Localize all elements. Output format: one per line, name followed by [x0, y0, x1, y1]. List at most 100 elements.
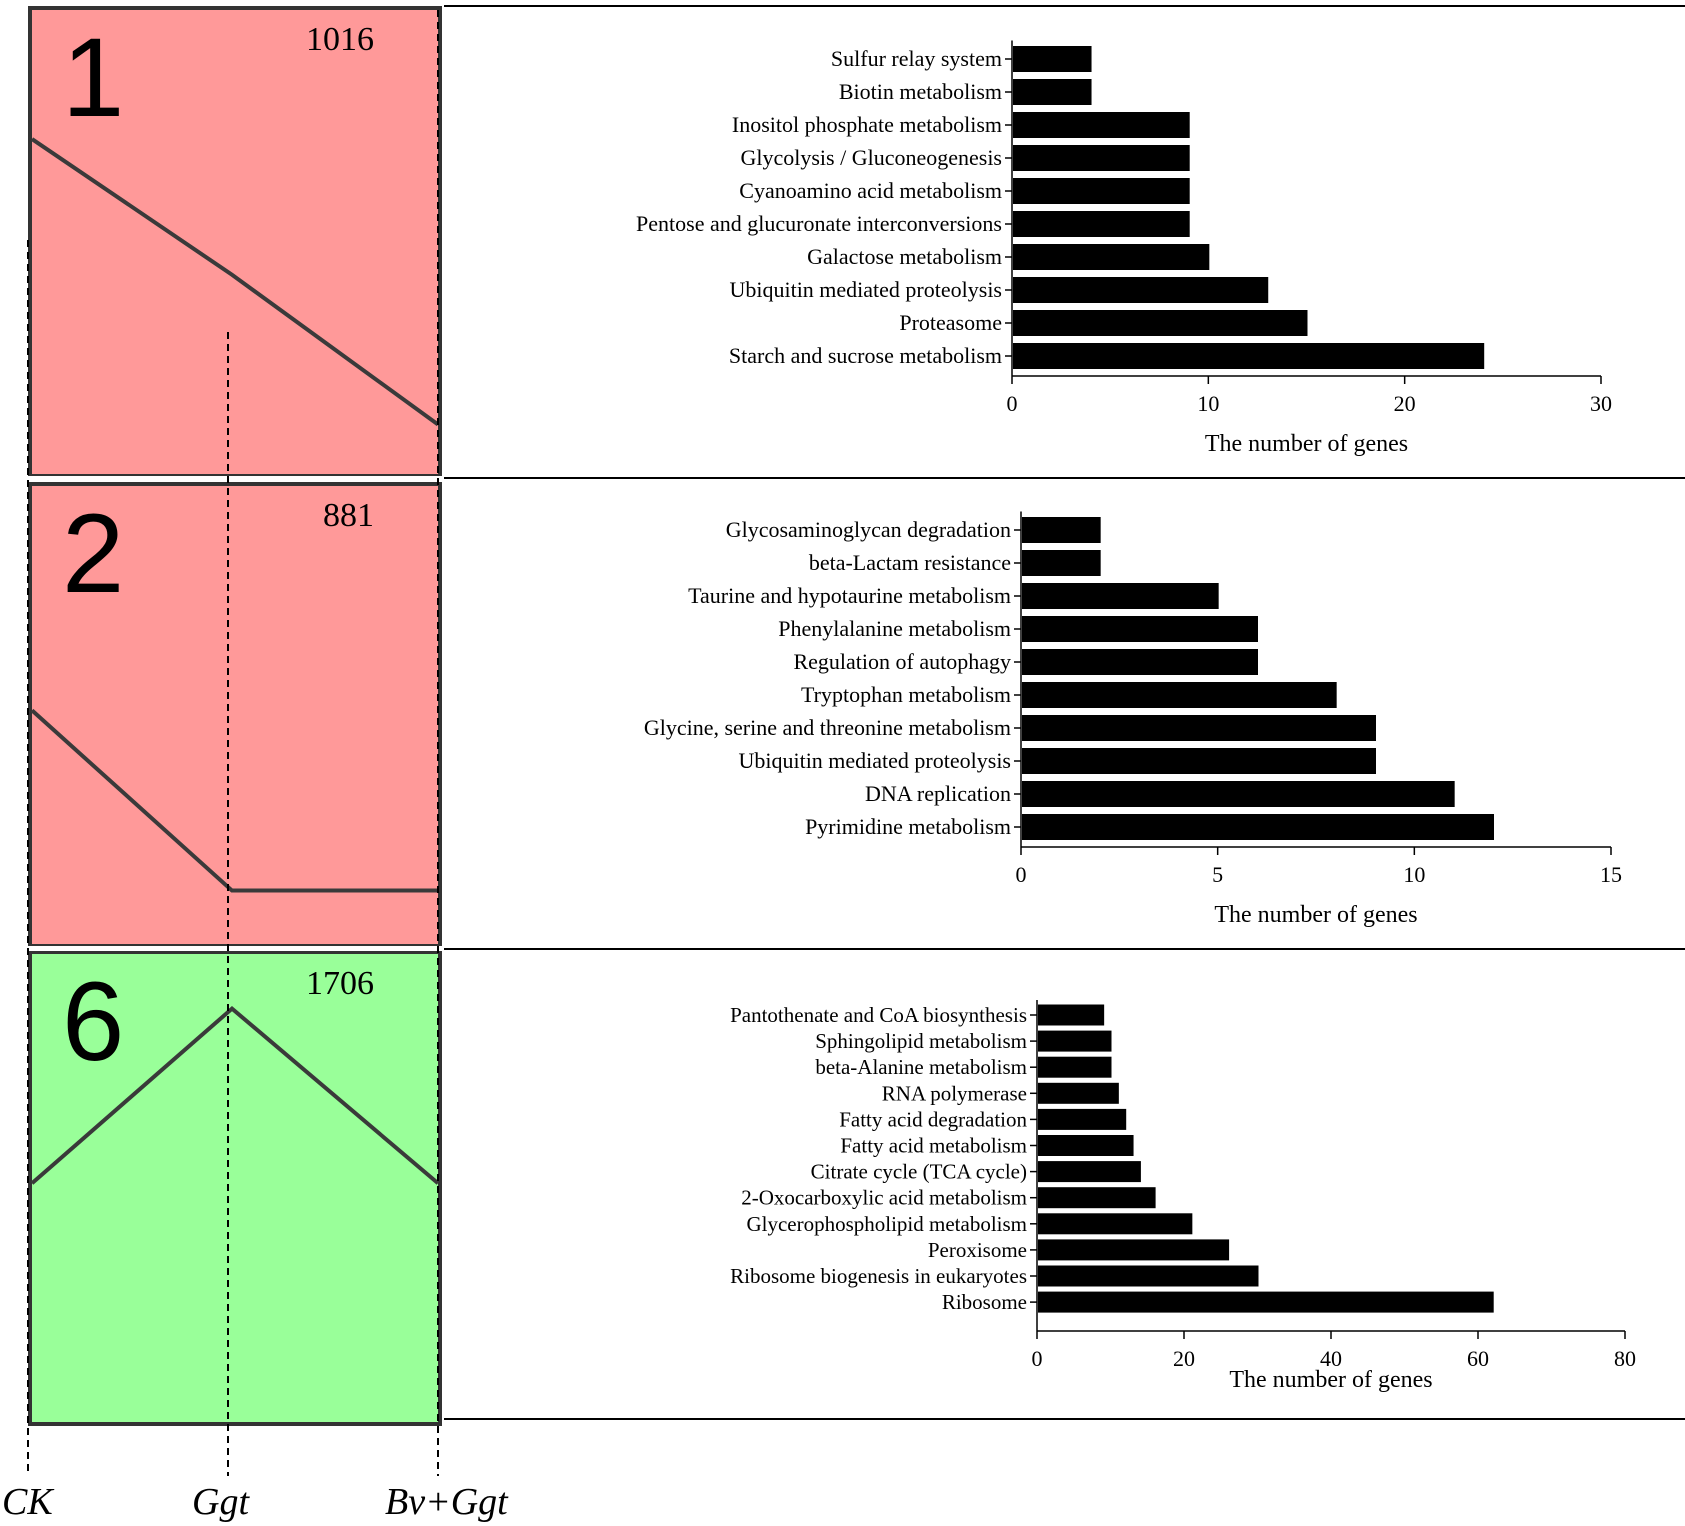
x-tick-label: 20 [1394, 391, 1416, 416]
x-tick-label: 40 [1320, 1346, 1342, 1371]
bar [1022, 814, 1494, 840]
category-label: RNA polymerase [882, 1081, 1027, 1105]
bar-chart-profile-2: Glycosaminoglycan degradation beta-Lactam… [644, 511, 1622, 928]
category-label: Citrate cycle (TCA cycle) [811, 1160, 1027, 1184]
category-label: Glycolysis / Gluconeogenesis [740, 145, 1002, 170]
category-label: 2-Oxocarboxylic acid metabolism [741, 1186, 1027, 1210]
panel-gap [26, 946, 446, 951]
category-label: Sphingolipid metabolism [815, 1029, 1027, 1053]
bar [1038, 1265, 1259, 1287]
x-tick-label: 15 [1600, 862, 1622, 887]
bar [1038, 1030, 1112, 1052]
bar [1013, 46, 1092, 72]
bar [1038, 1108, 1127, 1130]
category-label: Ubiquitin mediated proteolysis [738, 748, 1011, 773]
x-axis-title: The number of genes [1205, 431, 1408, 457]
x-tick-label: 80 [1614, 1346, 1636, 1371]
bar [1022, 748, 1376, 774]
category-label: beta-Lactam resistance [809, 550, 1011, 575]
category-label: Inositol phosphate metabolism [732, 112, 1002, 137]
bar [1022, 583, 1219, 609]
x-tick-label: 0 [1016, 862, 1027, 887]
profile-count-label: 1016 [306, 21, 374, 58]
bar [1022, 781, 1455, 807]
category-label: Cyanoamino acid metabolism [739, 178, 1002, 203]
profile-trend-line [30, 137, 440, 427]
category-label: Glycerophospholipid metabolism [746, 1212, 1027, 1236]
category-label: Fatty acid metabolism [840, 1134, 1027, 1158]
bar [1022, 715, 1376, 741]
x-tick-label: 10 [1197, 391, 1219, 416]
bar-chart-profile-6: Pantothenate and CoA biosynthesisSphingo… [730, 999, 1636, 1393]
category-label: Taurine and hypotaurine metabolism [688, 583, 1011, 608]
bar [1038, 1004, 1105, 1026]
x-axis-title: The number of genes [1229, 1367, 1432, 1393]
profile-box-6 [28, 950, 442, 1426]
bar [1013, 112, 1190, 138]
condition-label: Bv+Ggt [385, 1481, 509, 1523]
x-tick-label: 0 [1032, 1346, 1043, 1371]
profile-box-2 [28, 482, 442, 948]
bar [1038, 1161, 1141, 1183]
profile-count-label: 881 [323, 497, 374, 534]
bar [1013, 310, 1308, 336]
category-label: Peroxisome [928, 1238, 1027, 1262]
condition-label: CK [2, 1481, 54, 1523]
category-label: DNA replication [865, 781, 1011, 806]
bar [1038, 1239, 1230, 1261]
category-label: Glycine, serine and threonine metabolism [644, 715, 1011, 740]
x-tick-label: 60 [1467, 1346, 1489, 1371]
profile-count-label: 1706 [306, 965, 374, 1002]
bar [1013, 343, 1485, 369]
profile-trend-line [30, 708, 438, 893]
bar [1038, 1187, 1156, 1209]
x-tick-label: 5 [1212, 862, 1223, 887]
bar [1022, 616, 1258, 642]
profile-panel-1: 1 1016 [28, 6, 442, 478]
bar [1013, 244, 1210, 270]
category-label: Proteasome [899, 310, 1002, 335]
x-tick-label: 10 [1403, 862, 1425, 887]
bar [1022, 550, 1101, 576]
category-label: beta-Alanine metabolism [815, 1055, 1027, 1079]
profile-id-label: 6 [62, 959, 124, 1084]
bar [1022, 649, 1258, 675]
profile-box-1 [28, 6, 442, 478]
category-label: Pyrimidine metabolism [805, 814, 1011, 839]
category-label: Ribosome biogenesis in eukaryotes [730, 1264, 1027, 1288]
category-label: Starch and sucrose metabolism [729, 343, 1002, 368]
bar [1013, 79, 1092, 105]
x-tick-label: 20 [1173, 1346, 1195, 1371]
category-label: Glycosaminoglycan degradation [726, 517, 1011, 542]
x-tick-label: 0 [1007, 391, 1018, 416]
category-label: Biotin metabolism [839, 79, 1002, 104]
profile-id-label: 2 [62, 491, 124, 616]
bar [1038, 1082, 1119, 1104]
bar [1013, 277, 1269, 303]
category-label: Ribosome [942, 1290, 1027, 1314]
profile-id-label: 1 [62, 15, 124, 140]
category-label: Tryptophan metabolism [801, 682, 1011, 707]
bar [1038, 1213, 1193, 1235]
bar [1013, 211, 1190, 237]
category-label: Galactose metabolism [807, 244, 1002, 269]
x-axis-title: The number of genes [1214, 902, 1417, 928]
condition-label: Ggt [192, 1481, 250, 1523]
bar [1022, 517, 1101, 543]
bar [1038, 1056, 1112, 1078]
bar [1022, 682, 1337, 708]
panel-gap [26, 476, 446, 482]
bar [1013, 145, 1190, 171]
profile-trend-line [30, 1006, 440, 1185]
bar [1013, 178, 1190, 204]
profile-panel-2: 2 881 [28, 482, 442, 948]
profile-panel-6: 6 1706 [28, 950, 442, 1426]
category-label: Phenylalanine metabolism [778, 616, 1011, 641]
bar [1038, 1135, 1134, 1156]
bar [1038, 1291, 1494, 1313]
category-label: Pantothenate and CoA biosynthesis [730, 1003, 1027, 1027]
category-label: Sulfur relay system [831, 46, 1002, 71]
x-tick-label: 30 [1590, 391, 1612, 416]
category-label: Fatty acid degradation [839, 1107, 1027, 1131]
